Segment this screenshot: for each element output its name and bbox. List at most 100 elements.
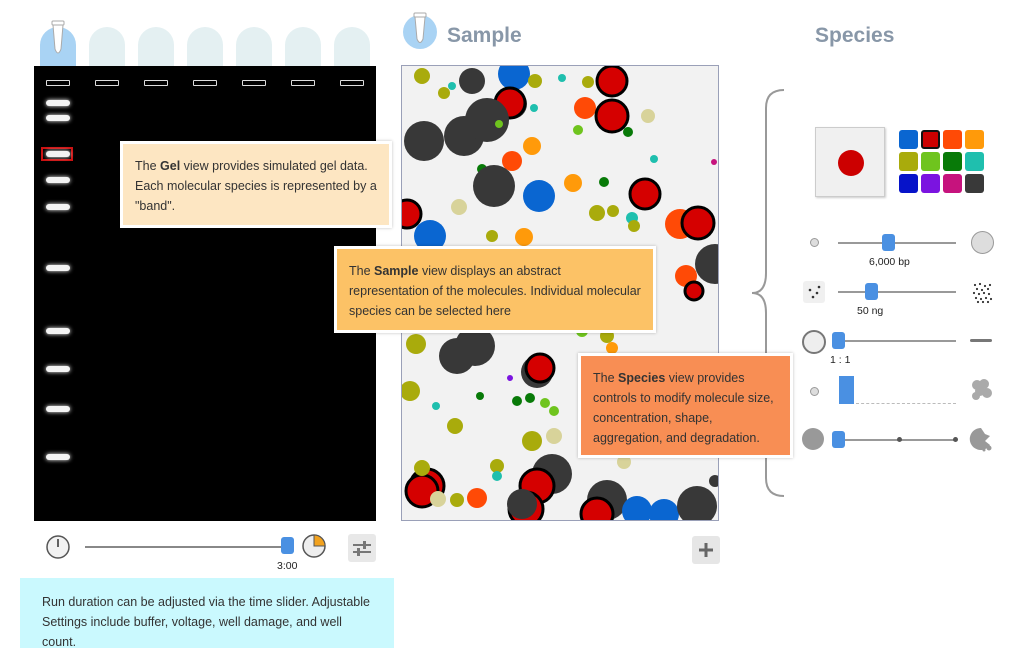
molecule[interactable] xyxy=(459,68,485,94)
molecule[interactable] xyxy=(448,82,456,90)
molecule[interactable] xyxy=(574,97,596,119)
molecule[interactable] xyxy=(607,205,619,217)
molecule[interactable] xyxy=(439,338,475,374)
color-swatch[interactable] xyxy=(921,152,940,171)
molecule[interactable] xyxy=(402,198,423,230)
add-species-button[interactable] xyxy=(692,536,720,564)
molecule[interactable] xyxy=(402,381,420,401)
well-tab-2[interactable] xyxy=(89,27,125,67)
color-swatch[interactable] xyxy=(965,174,984,193)
molecule[interactable] xyxy=(677,486,717,521)
concentration-slider-thumb[interactable] xyxy=(865,283,878,300)
molecule[interactable] xyxy=(522,431,542,451)
concentration-slider-track[interactable] xyxy=(838,291,956,293)
molecule[interactable] xyxy=(512,396,522,406)
molecule[interactable] xyxy=(507,489,537,519)
molecule[interactable] xyxy=(414,220,446,252)
well-tab-4[interactable] xyxy=(187,27,223,67)
color-swatch[interactable] xyxy=(965,130,984,149)
size-slider-thumb[interactable] xyxy=(882,234,895,251)
molecule[interactable] xyxy=(507,375,513,381)
molecule[interactable] xyxy=(579,496,615,521)
molecule[interactable] xyxy=(683,280,705,302)
molecule[interactable] xyxy=(546,428,562,444)
molecule[interactable] xyxy=(523,137,541,155)
molecule[interactable] xyxy=(525,393,535,403)
molecule[interactable] xyxy=(406,334,426,354)
molecule[interactable] xyxy=(467,488,487,508)
molecule[interactable] xyxy=(515,228,533,246)
molecule[interactable] xyxy=(564,174,582,192)
molecule[interactable] xyxy=(473,165,515,207)
molecule[interactable] xyxy=(695,244,719,284)
molecule[interactable] xyxy=(447,418,463,434)
molecule[interactable] xyxy=(430,491,446,507)
time-slider-track[interactable] xyxy=(85,546,290,548)
well-tab-6[interactable] xyxy=(285,27,321,67)
molecule[interactable] xyxy=(594,98,630,134)
molecule[interactable] xyxy=(490,459,504,473)
color-swatch[interactable] xyxy=(921,174,940,193)
molecule[interactable] xyxy=(528,74,542,88)
molecule[interactable] xyxy=(650,155,658,163)
molecule[interactable] xyxy=(680,205,716,241)
degradation-slider-thumb[interactable] xyxy=(832,431,845,448)
molecule[interactable] xyxy=(649,499,679,521)
color-swatch[interactable] xyxy=(899,130,918,149)
molecule[interactable] xyxy=(502,151,522,171)
molecule[interactable] xyxy=(549,406,559,416)
aggregation-bar[interactable] xyxy=(839,376,854,404)
molecule[interactable] xyxy=(540,398,550,408)
molecule[interactable] xyxy=(606,342,618,354)
molecule[interactable] xyxy=(414,460,430,476)
molecule[interactable] xyxy=(523,180,555,212)
species-palette[interactable] xyxy=(899,130,989,196)
molecule[interactable] xyxy=(414,68,430,84)
molecule[interactable] xyxy=(492,471,502,481)
molecule[interactable] xyxy=(641,109,655,123)
molecule[interactable] xyxy=(524,352,556,384)
well-tab-3[interactable] xyxy=(138,27,174,67)
shape-slider-thumb[interactable] xyxy=(832,332,845,349)
molecule[interactable] xyxy=(623,127,633,137)
molecule[interactable] xyxy=(476,392,484,400)
molecule[interactable] xyxy=(438,87,450,99)
molecule[interactable] xyxy=(404,121,444,161)
molecule[interactable] xyxy=(709,475,719,487)
gel-view[interactable] xyxy=(34,66,376,521)
color-swatch[interactable] xyxy=(921,130,940,149)
molecule-field[interactable] xyxy=(402,66,719,521)
color-swatch[interactable] xyxy=(943,152,962,171)
molecule[interactable] xyxy=(628,220,640,232)
molecule[interactable] xyxy=(622,496,652,521)
molecule[interactable] xyxy=(617,455,631,469)
color-swatch[interactable] xyxy=(943,174,962,193)
molecule[interactable] xyxy=(589,205,605,221)
molecule[interactable] xyxy=(498,66,530,90)
molecule[interactable] xyxy=(558,74,566,82)
color-swatch[interactable] xyxy=(965,152,984,171)
well-tab-7[interactable] xyxy=(334,27,370,67)
settings-button[interactable] xyxy=(348,534,376,562)
well-tab-5[interactable] xyxy=(236,27,272,67)
molecule[interactable] xyxy=(628,177,662,211)
size-slider-track[interactable] xyxy=(838,242,956,244)
molecule[interactable] xyxy=(530,104,538,112)
color-swatch[interactable] xyxy=(899,174,918,193)
molecule[interactable] xyxy=(711,159,717,165)
color-swatch[interactable] xyxy=(899,152,918,171)
molecule[interactable] xyxy=(582,76,594,88)
molecule[interactable] xyxy=(599,177,609,187)
molecule[interactable] xyxy=(465,98,509,142)
aggregation-histogram[interactable] xyxy=(839,376,957,404)
time-slider-thumb[interactable] xyxy=(281,537,294,554)
molecule[interactable] xyxy=(573,125,583,135)
molecule[interactable] xyxy=(486,230,498,242)
molecule[interactable] xyxy=(495,120,503,128)
color-swatch[interactable] xyxy=(943,130,962,149)
molecule[interactable] xyxy=(432,402,440,410)
shape-slider-track[interactable] xyxy=(838,340,956,342)
molecule[interactable] xyxy=(450,493,464,507)
molecule[interactable] xyxy=(451,199,467,215)
molecule[interactable] xyxy=(595,66,629,98)
